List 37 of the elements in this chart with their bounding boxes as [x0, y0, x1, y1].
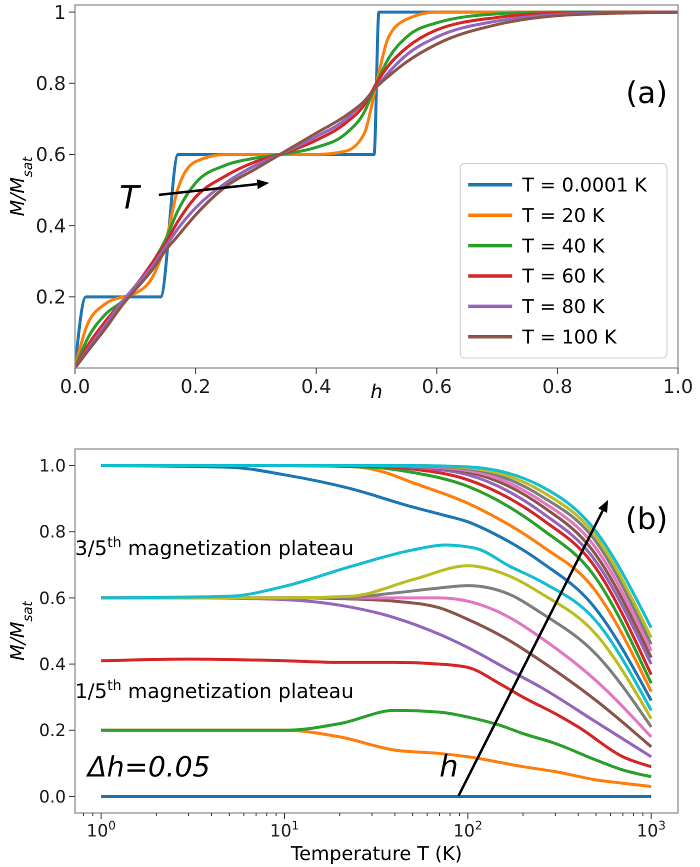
annotation: (a)	[626, 76, 668, 112]
legend-label: T = 100 K	[521, 326, 618, 348]
x-tick-label: 10$^{2}$	[453, 818, 482, 842]
legend-label: T = 60 K	[521, 266, 606, 288]
annotation: h	[439, 750, 458, 785]
legend-label: T = 20 K	[521, 204, 606, 227]
x-tick-label: 0.0	[60, 376, 90, 398]
x-axis-title: Temperature T (K)	[290, 843, 462, 865]
y-tick-label: 0.2	[36, 286, 66, 308]
x-tick-label: 0.8	[542, 376, 573, 398]
legend-label: T = 0.0001 K	[521, 174, 648, 196]
y-tick-label: 1	[54, 2, 66, 24]
x-tick-label: 0.6	[422, 376, 452, 398]
x-axis-title: h	[370, 381, 383, 403]
x-tick-label: 10$^{0}$	[86, 818, 116, 842]
y-tick-label: 0.4	[38, 655, 66, 676]
annotation: T	[119, 178, 142, 216]
x-tick-label: 0.2	[180, 376, 211, 398]
x-tick-label: 0.4	[301, 376, 332, 398]
annotation: 1/5$^{th}$ magnetization plateau	[75, 678, 354, 703]
annotation: Δh=0.05	[86, 750, 210, 784]
y-tick-label: 0.8	[38, 522, 66, 543]
y-tick-label: 1.0	[38, 456, 66, 476]
y-tick-label: 0.2	[38, 721, 66, 742]
x-tick-label: 1.0	[662, 376, 694, 398]
legend-label: T = 80 K	[521, 296, 606, 318]
x-tick-label: 10$^{3}$	[636, 818, 666, 842]
line-series	[75, 10, 678, 368]
annotation: (b)	[625, 502, 668, 538]
y-tick-label: 0.8	[36, 72, 66, 95]
y-tick-label: 0.6	[36, 144, 66, 166]
y-tick-label: 0.6	[38, 588, 66, 609]
annotation: 3/5$^{th}$ magnetization plateau	[75, 534, 354, 560]
y-tick-label: 0.0	[38, 787, 66, 808]
y-tick-label: 0.4	[36, 215, 66, 238]
x-tick-label: 10$^{1}$	[270, 818, 300, 842]
legend-label: T = 40 K	[521, 235, 606, 258]
